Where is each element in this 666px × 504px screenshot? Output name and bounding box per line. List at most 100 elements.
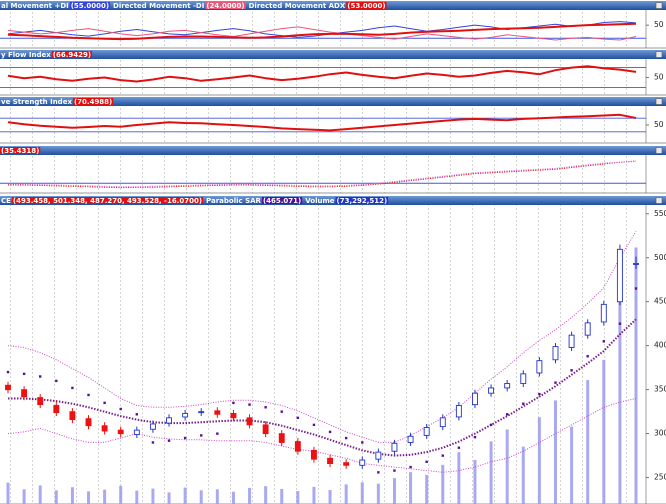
- y-tick-label: 300: [654, 429, 666, 438]
- candle-body: [375, 451, 382, 460]
- candle-body: [327, 457, 334, 464]
- candle-body: [633, 263, 639, 265]
- candle-body: [278, 433, 285, 443]
- legend-value-box: [11, 197, 204, 204]
- volume-bar: [264, 486, 268, 504]
- pane-button[interactable]: [655, 51, 663, 58]
- volume-bar: [167, 492, 171, 504]
- candle-body: [85, 418, 92, 427]
- vertical-grid: [0, 205, 646, 504]
- vertical-grid: [0, 10, 646, 48]
- candle-body: [343, 462, 350, 466]
- sar-dot: [554, 381, 557, 384]
- candle-body: [198, 411, 205, 414]
- volume-bar: [360, 482, 364, 504]
- legend-label: ve Strength Index: [1, 98, 72, 106]
- sar-dot: [248, 403, 251, 406]
- volume-bar: [296, 491, 300, 504]
- volume-bar: [248, 487, 252, 504]
- pane-header: [0, 1, 666, 10]
- volume-bar: [457, 452, 461, 504]
- volume-bar: [87, 491, 91, 504]
- sar-dot: [216, 432, 219, 435]
- sar-dot: [183, 436, 187, 440]
- legend-label: Directed Movement ADX: [249, 2, 346, 10]
- sar-dot: [377, 471, 380, 474]
- volume-bar: [151, 488, 155, 504]
- indicator-line: [7, 22, 637, 41]
- volume-bar: [521, 446, 525, 504]
- legend-label: al Movement +DI: [1, 2, 69, 10]
- legend-value-box: [0, 147, 41, 154]
- y-tick-label: 500: [654, 253, 666, 262]
- y-tick-label: 250: [654, 473, 666, 482]
- legend-value-box: [72, 98, 114, 105]
- pane-button[interactable]: [655, 197, 663, 204]
- pane-header: [0, 97, 666, 106]
- volume-bar: [570, 426, 574, 504]
- y-axis-strip: [646, 10, 666, 48]
- sar-dot: [264, 406, 267, 409]
- candle-body: [53, 405, 60, 413]
- candle-body: [584, 322, 591, 336]
- volume-bar: [231, 491, 235, 504]
- pane-button[interactable]: [655, 147, 663, 154]
- candle-body: [37, 397, 44, 406]
- volume-bar: [409, 472, 413, 504]
- y-tick-label: 50: [654, 73, 664, 82]
- indicator-line: [7, 26, 637, 41]
- y-tick-label: 50: [654, 120, 664, 129]
- y-axis-strip: [646, 106, 666, 143]
- volume-bar: [6, 482, 10, 504]
- volume-bar: [425, 474, 429, 504]
- pane-button[interactable]: [655, 2, 663, 9]
- candle-body: [552, 346, 559, 361]
- legend-label: Parabolic SAR: [206, 197, 262, 205]
- legend-label: Volume: [305, 197, 335, 205]
- legend-value: (35.4318): [1, 147, 39, 155]
- candle-body: [439, 417, 446, 428]
- candle-body: [69, 411, 76, 421]
- volume-bar: [618, 298, 622, 504]
- sar-dot: [39, 375, 42, 378]
- candle-body: [310, 449, 317, 460]
- legend-value: (493.458, 501.348, 487.270, 493.528, -16…: [13, 197, 202, 205]
- sar-dot: [200, 434, 203, 437]
- legend-value: (53.0000): [347, 2, 385, 10]
- candle-body: [423, 427, 430, 436]
- pane-button[interactable]: [655, 98, 663, 105]
- volume-bar: [215, 489, 219, 504]
- candle-body: [262, 424, 269, 435]
- candle-body: [455, 405, 462, 418]
- candle-body: [391, 442, 398, 452]
- sar-dot: [6, 370, 10, 374]
- volume-bar: [54, 490, 58, 504]
- sar-dot: [344, 436, 348, 440]
- sar-dot: [361, 441, 364, 444]
- moving-average: [8, 318, 637, 457]
- candle-body: [359, 459, 366, 466]
- indicator-line: [7, 65, 637, 83]
- indicator-line: [8, 160, 637, 188]
- sar-dot: [538, 392, 541, 396]
- sar-dot: [119, 407, 122, 411]
- sar-dot: [22, 372, 26, 376]
- volume-bar: [183, 487, 187, 504]
- sar-dot: [393, 469, 396, 472]
- candle-body: [133, 429, 140, 435]
- candle-body: [616, 248, 623, 303]
- sar-dot: [71, 386, 74, 390]
- sar-dot: [103, 401, 106, 405]
- sar-dot: [151, 441, 155, 444]
- candle-body: [504, 383, 511, 389]
- vertical-grid: [0, 106, 646, 143]
- volume-bar: [586, 380, 590, 504]
- volume-bar: [392, 478, 396, 504]
- sar-dot: [280, 410, 283, 413]
- legend-value-box: [51, 51, 93, 58]
- candle-body: [21, 389, 28, 398]
- legend-value: (73,292,512): [337, 197, 388, 205]
- y-axis-strip: [646, 59, 666, 95]
- volume-bar: [344, 484, 348, 504]
- volume-bar: [537, 417, 541, 504]
